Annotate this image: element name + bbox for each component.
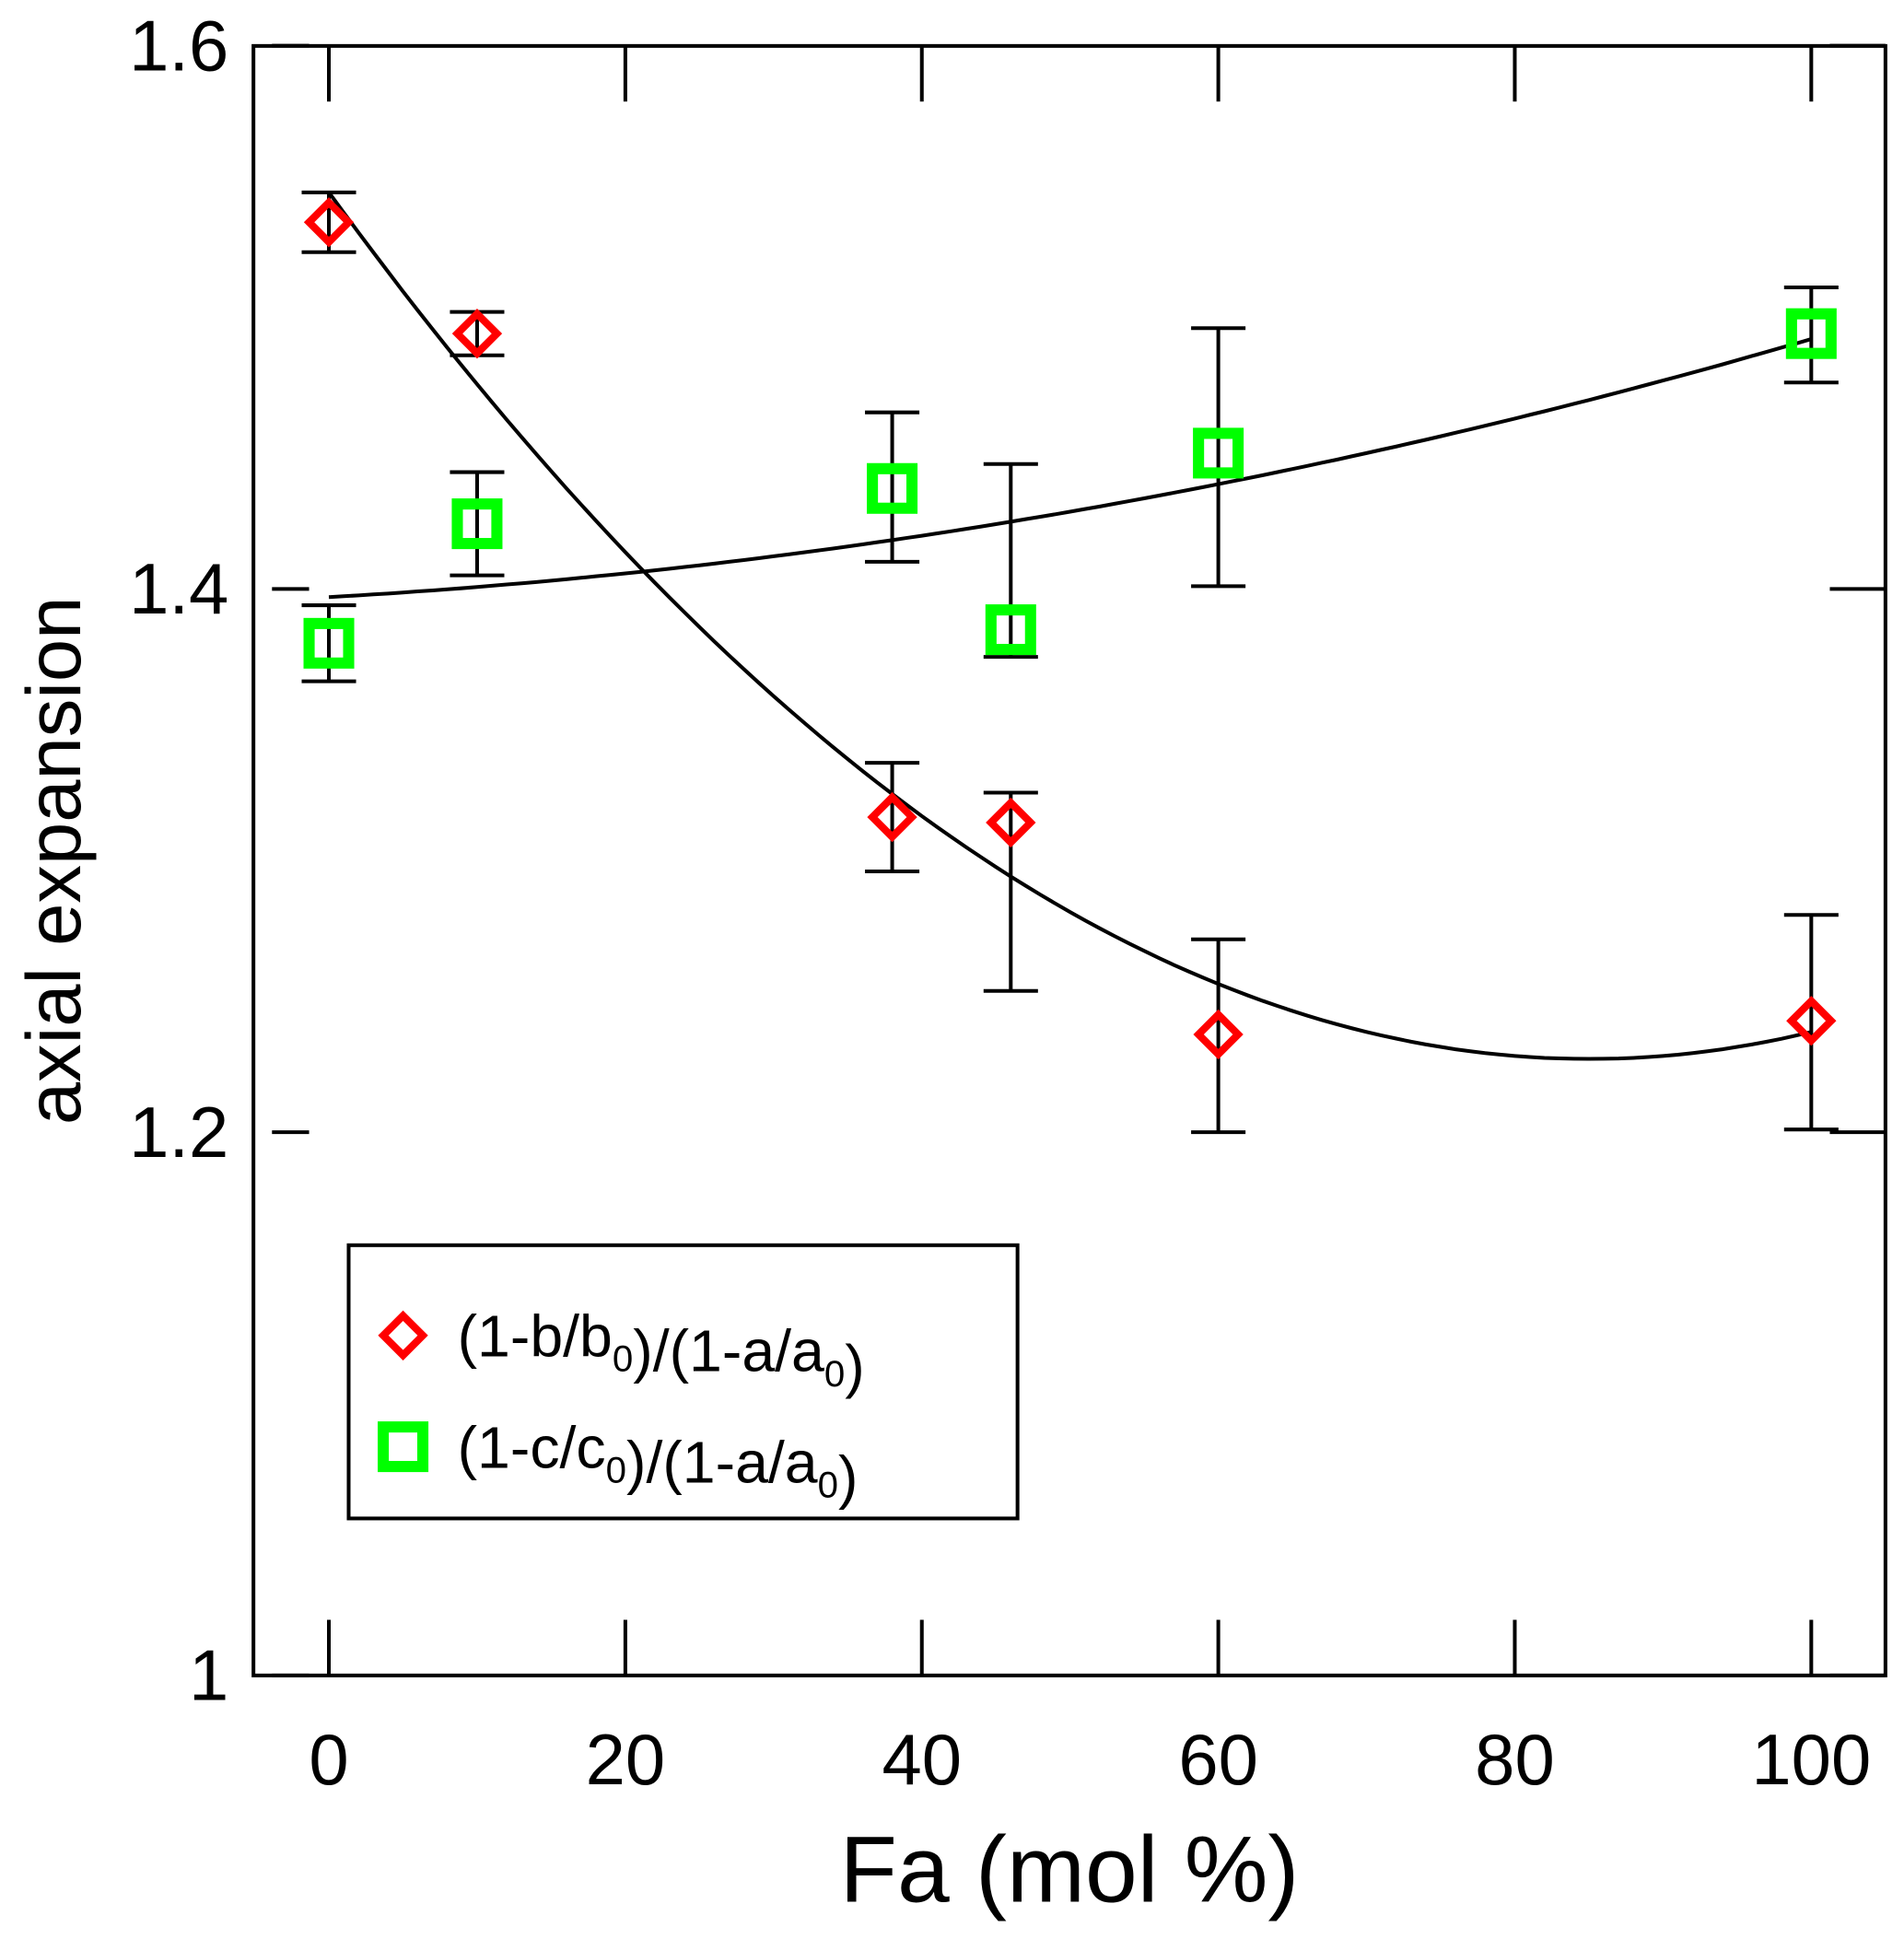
data-point-square	[1193, 427, 1244, 479]
error-bars	[301, 190, 1839, 1135]
data-point-diamond	[986, 797, 1036, 848]
data-point-square	[303, 617, 355, 669]
legend-label: (1-c/c0)/(1-a/a0)	[458, 1414, 859, 1510]
data-point-diamond	[451, 309, 503, 359]
legend-box	[346, 1243, 1020, 1521]
x-tick-label: 20	[586, 1721, 666, 1800]
y-tick-label: 1	[189, 1637, 228, 1716]
tick-labels: 0 20 40 60 80 100 1 1.2 1.4 1.6	[129, 6, 1871, 1800]
data-point-square	[451, 498, 503, 550]
x-tick-label: 0	[309, 1721, 348, 1800]
x-tick-label: 60	[1178, 1721, 1258, 1800]
plot-frame	[251, 43, 1887, 1677]
x-tick-label: 40	[882, 1721, 962, 1800]
fit-curves	[327, 191, 1812, 1061]
axis-ticks	[272, 43, 1886, 1677]
legend-label: (1-b/b0)/(1-a/a0)	[458, 1303, 865, 1399]
y-axis-label: axial expansion	[11, 597, 97, 1126]
data-point-square	[867, 462, 918, 514]
x-axis-label: Fa (mol %)	[840, 1817, 1300, 1922]
data-point-diamond	[1786, 996, 1837, 1046]
fit-curve-0	[327, 191, 1812, 1061]
y-tick-label: 1.4	[129, 550, 228, 629]
data-markers	[303, 197, 1837, 1060]
fit-curve-1	[328, 337, 1812, 600]
y-tick-label: 1.2	[129, 1093, 228, 1173]
x-tick-label: 80	[1475, 1721, 1555, 1800]
data-point-diamond	[1193, 1009, 1244, 1060]
data-point-square	[1785, 308, 1837, 359]
legend-marker-diamond	[378, 1310, 428, 1361]
x-tick-label: 100	[1751, 1721, 1871, 1800]
data-point-diamond	[867, 791, 917, 843]
y-tick-label: 1.6	[129, 6, 228, 86]
legend: (1-b/b0)/(1-a/a0) (1-c/c0)/(1-a/a0)	[346, 1243, 1020, 1521]
legend-marker-square	[378, 1421, 429, 1473]
data-point-diamond	[303, 197, 355, 248]
data-point-square	[985, 604, 1036, 656]
